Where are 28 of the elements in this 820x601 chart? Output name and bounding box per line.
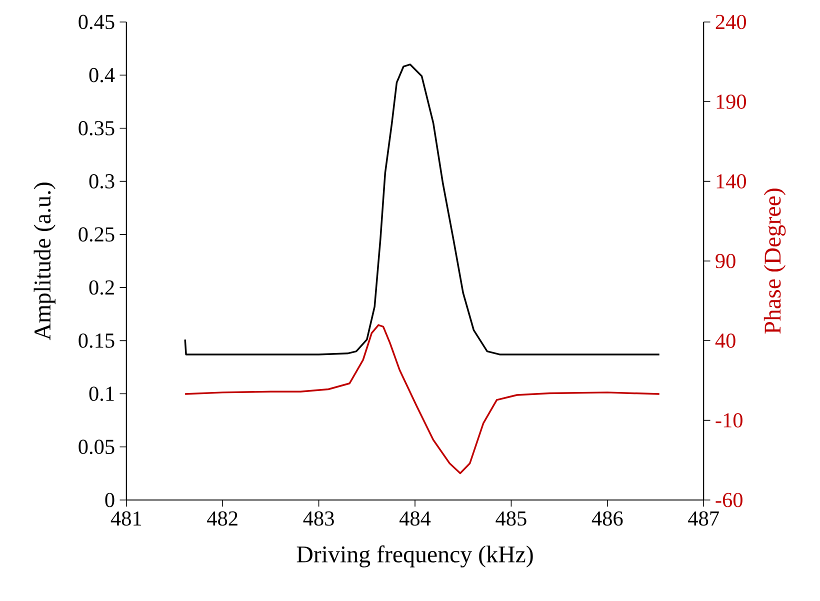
y2-tick-label: -60 [716,492,742,508]
y2-tick-label: 40 [715,334,736,348]
y-tick-label: 0.2 [89,280,114,295]
x-tick-label: 484 [399,511,431,526]
x-tick-label: 485 [496,511,526,526]
y-tick-label: 0.35 [78,121,114,136]
line-series [184,324,660,474]
y-axis-title: Amplitude (a.u.) [34,182,56,340]
x-tick-label: 483 [303,511,334,526]
y-tick-label: 0.1 [89,386,114,401]
x-tick-label: 486 [592,511,623,526]
y2-tick-label: -10 [716,413,742,428]
y2-tick-label: 240 [716,14,746,30]
x-tick-label: 482 [207,511,238,526]
y-tick-label: 0.15 [78,333,114,348]
y2-tick-label: 90 [716,254,736,268]
x-tick-label: 487 [688,511,719,526]
x-axis-title: Driving frequency (kHz) [296,545,533,568]
y-tick-label: 0.4 [89,68,115,82]
y-tick-label: 0.45 [78,14,114,30]
y2-axis-title: Phase (Degree) [764,188,786,334]
y-tick-label: 0 [105,492,114,508]
y-tick-label: 0.05 [78,440,114,454]
y2-tick-label: 190 [716,94,746,109]
y-tick-label: 0.25 [78,227,114,242]
y-tick-label: 0.3 [89,174,114,189]
x-tick-label: 481 [110,511,142,526]
y2-tick-label: 140 [716,174,746,188]
